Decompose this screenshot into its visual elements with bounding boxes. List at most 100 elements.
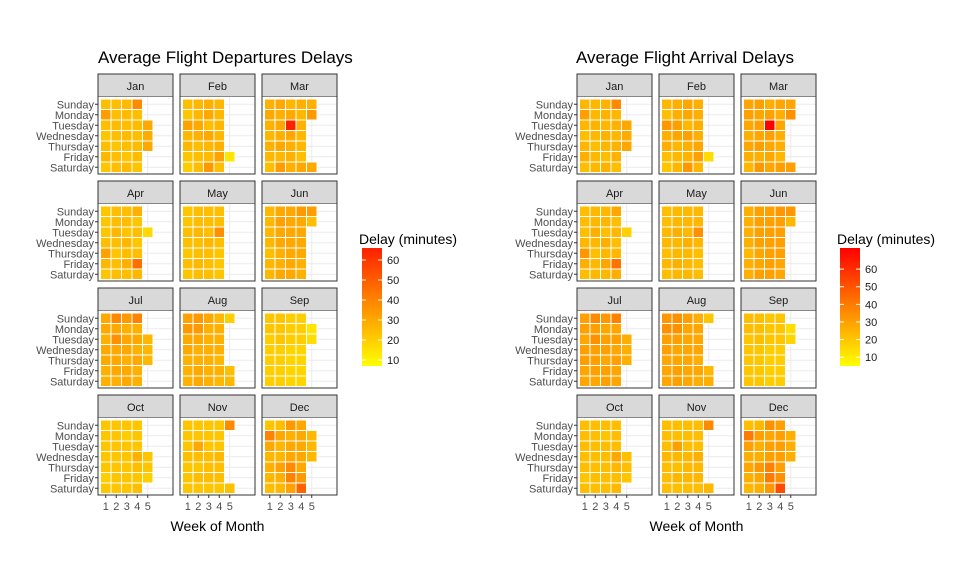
heatmap-cell <box>753 226 765 238</box>
heatmap-cell <box>295 216 307 228</box>
heatmap-cell <box>743 161 755 173</box>
heatmap-cell <box>121 419 133 431</box>
heatmap-cell <box>274 344 286 356</box>
y-tick-label: Friday <box>63 366 94 378</box>
heatmap-cell <box>621 333 633 345</box>
heatmap-cell <box>600 365 612 377</box>
heatmap-cell <box>131 365 143 377</box>
heatmap-cell <box>671 130 683 142</box>
heatmap-cell <box>100 130 112 142</box>
heatmap-cell <box>764 451 776 463</box>
heatmap-cell <box>682 323 694 335</box>
heatmap-cell <box>121 119 133 131</box>
heatmap-cell <box>182 323 194 335</box>
heatmap-cell <box>743 247 755 259</box>
heatmap-cell <box>692 461 704 473</box>
heatmap-cell <box>295 151 307 163</box>
heatmap-cell <box>661 323 673 335</box>
heatmap-cell <box>213 323 225 335</box>
y-tick-label: Friday <box>542 259 573 271</box>
heatmap-cell <box>100 140 112 152</box>
x-tick-label: 2 <box>195 501 201 513</box>
heatmap-cell <box>100 312 112 324</box>
heatmap-cell <box>764 130 776 142</box>
facet-border <box>740 394 817 496</box>
heatmap-cell <box>213 451 225 463</box>
heatmap-cell <box>774 109 786 121</box>
heatmap-cell <box>274 482 286 494</box>
heatmap-cell <box>764 333 776 345</box>
heatmap-cell <box>306 333 318 345</box>
heatmap-cell <box>264 365 276 377</box>
heatmap-cell <box>264 205 276 217</box>
heatmap-cell <box>274 247 286 259</box>
y-tick-label: Saturday <box>529 376 574 388</box>
heatmap-cell <box>764 140 776 152</box>
heatmap-cell <box>110 419 122 431</box>
heatmap-cell <box>131 109 143 121</box>
heatmap-cell <box>774 365 786 377</box>
heatmap-cell <box>285 440 297 452</box>
heatmap-cell <box>764 226 776 238</box>
y-tick-label: Wednesday <box>36 345 94 357</box>
facet-border <box>658 394 735 496</box>
heatmap-cell <box>110 205 122 217</box>
heatmap-cell <box>121 430 133 442</box>
heatmap-cell <box>579 461 591 473</box>
facet-border <box>97 73 174 175</box>
x-tick-label: 1 <box>185 501 191 513</box>
heatmap-cell <box>600 451 612 463</box>
heatmap-cell <box>600 140 612 152</box>
heatmap-cell <box>743 365 755 377</box>
facet-border <box>97 180 174 282</box>
heatmap-cell <box>274 205 286 217</box>
heatmap-cell <box>264 98 276 110</box>
heatmap-cell <box>121 247 133 259</box>
heatmap-cell <box>121 216 133 228</box>
heatmap-cell <box>121 258 133 270</box>
heatmap-cell <box>661 354 673 366</box>
heatmap-cell <box>274 440 286 452</box>
heatmap-cell <box>661 205 673 217</box>
heatmap-cell <box>203 161 215 173</box>
heatmap-cell <box>579 151 591 163</box>
heatmap-cell <box>131 205 143 217</box>
heatmap-cell <box>295 237 307 249</box>
heatmap-cell <box>610 354 622 366</box>
heatmap-cell <box>589 237 601 249</box>
heatmap-cell <box>182 247 194 259</box>
heatmap-cell <box>589 354 601 366</box>
heatmap-cell <box>682 482 694 494</box>
heatmap-cell <box>182 98 194 110</box>
heatmap-cell <box>753 472 765 484</box>
heatmap-cell <box>100 109 112 121</box>
heatmap-cell <box>110 375 122 387</box>
heatmap-cell <box>774 482 786 494</box>
heatmap-cell <box>671 451 683 463</box>
heatmap-cell <box>110 344 122 356</box>
facet-border <box>261 180 338 282</box>
heatmap-cell <box>295 333 307 345</box>
facet-border <box>179 287 256 389</box>
facet-label: Sep <box>769 295 789 307</box>
heatmap-cell <box>764 472 776 484</box>
heatmap-cell <box>203 482 215 494</box>
heatmap-cell <box>764 482 776 494</box>
legend-tick-label: 30 <box>387 315 399 327</box>
y-tick-label: Saturday <box>50 269 95 281</box>
heatmap-cell <box>182 161 194 173</box>
x-tick-label: 3 <box>767 501 773 513</box>
x-tick-label: 4 <box>613 501 619 513</box>
heatmap-cell <box>600 258 612 270</box>
heatmap-cell <box>285 140 297 152</box>
heatmap-cell <box>142 451 154 463</box>
heatmap-cell <box>661 472 673 484</box>
heatmap-cell <box>661 451 673 463</box>
heatmap-cell <box>203 109 215 121</box>
x-tick-label: 1 <box>267 501 273 513</box>
heatmap-cell <box>743 205 755 217</box>
heatmap-cell <box>295 365 307 377</box>
heatmap-cell <box>213 258 225 270</box>
heatmap-cell <box>100 461 112 473</box>
heatmap-cell <box>192 226 204 238</box>
